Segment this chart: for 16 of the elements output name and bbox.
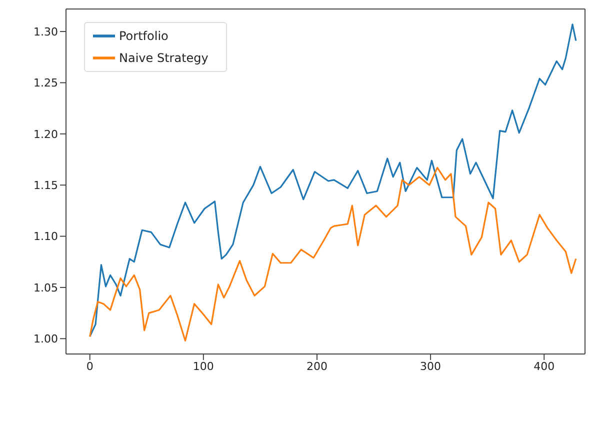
- legend-label: Naive Strategy: [119, 51, 208, 66]
- y-tick-label: 1.00: [34, 332, 58, 346]
- x-tick-label: 300: [420, 360, 442, 373]
- y-tick-label: 1.30: [34, 25, 58, 38]
- x-tick-label: 0: [86, 360, 94, 373]
- y-tick-label: 1.25: [34, 76, 58, 90]
- y-tick-label: 1.05: [34, 281, 58, 294]
- line-series: [89, 24, 577, 338]
- legend-label: Portfolio: [119, 29, 168, 44]
- x-tick-label: 400: [534, 360, 555, 373]
- y-tick-label: 1.15: [34, 178, 58, 192]
- x-tick-label: 100: [192, 360, 214, 373]
- y-tick-label: 1.10: [34, 230, 58, 244]
- line-series: [89, 166, 577, 342]
- x-tick-label: 200: [306, 360, 328, 373]
- y-tick-label: 1.20: [34, 128, 58, 141]
